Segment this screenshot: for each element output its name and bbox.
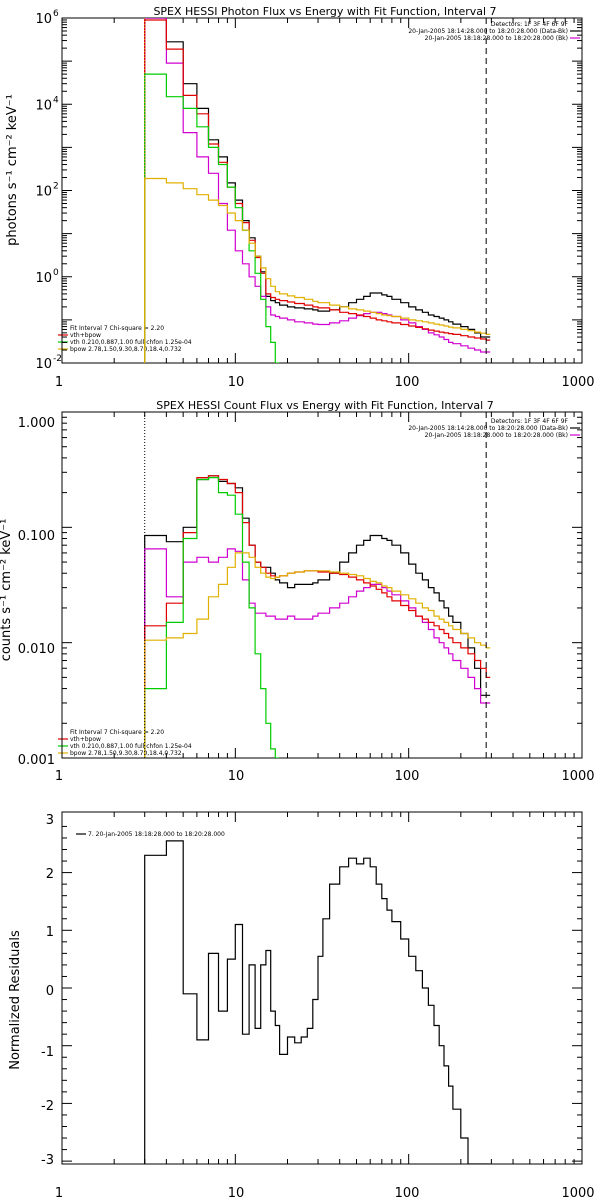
p0-xtick-label: 10 [228,375,245,390]
p1-ytick-label: 1.000 [18,416,55,431]
p1-xtick-label: 100 [395,769,420,784]
p1-ytick-label: 0.001 [18,753,55,768]
p2-xtick-label: 1 [55,1186,63,1200]
p0-ytick-label: 10 [35,185,52,200]
p0-ytick-label: 10 [35,12,52,27]
p2-ytick-label: 1 [46,925,54,940]
p2-xtick-label: 10 [228,1186,245,1200]
p1-series-line-1 [144,548,491,758]
p2-ytick-label: -3 [41,1153,54,1168]
count-flux-title: SPEX HESSI Count Flux vs Energy with Fit… [156,399,493,412]
p0-series-line-2 [144,19,491,363]
count-flux-ylabel: counts s⁻¹ cm⁻² keV⁻¹ [0,519,14,662]
photon-flux-ylabel: photons s⁻¹ cm⁻² keV⁻¹ [5,94,20,246]
residuals-ylabel: Normalized Residuals [8,930,23,1070]
p0-bl-legend-text: bpow 2.78,1.50,9.30,8.70,18.4,0.732 [70,346,182,353]
p0-xtick-label: 100 [395,375,420,390]
p0-ytick-label: 10 [35,271,52,286]
p1-tr-legend-text: 20-Jan-2005 18:14:28.000 to 18:20:28.000… [408,425,568,432]
p0-bl-legend-text: Fit Interval 7 Chi-square = 2.20 [70,325,164,332]
p1-tr-legend-text: Detectors: 1F 3F 4F 6F 9F [491,418,569,425]
photon-flux-panel: SPEX HESSI Photon Flux vs Energy with Fi… [5,5,595,390]
p0-tr-legend-text: 20-Jan-2005 18:14:28.000 to 18:20:28.000… [408,28,568,35]
p1-bl-legend-text: vth+bpow [70,736,101,743]
p0-ytick-exponent: 2 [53,182,59,192]
p1-plot-frame [61,411,583,759]
p2-xtick-label: 100 [395,1186,420,1200]
p2-ytick-label: -1 [41,1045,54,1060]
p2-ytick-label: 3 [46,813,54,828]
p1-series-group [144,412,491,758]
p1-bl-legend-text: vth 0.210,0.887,1.00 full chfon 1.25e-04 [70,743,192,750]
p0-ytick-exponent: 4 [53,95,59,105]
p0-series-line-4 [144,177,491,363]
p0-bl-legend-text: vth+bpow [70,332,101,339]
p0-series-line-1 [144,18,491,363]
p2-ytick-label: 0 [46,984,54,999]
p0-tr-legend-text: 20-Jan-2005 18:18:28.000 to 18:20:28.000… [425,35,568,42]
p0-bl-legend-text: vth 0.210,0.887,1.00 full chfon 1.25e-04 [70,339,192,346]
p1-ytick-label: 0.100 [18,529,55,544]
p0-ytick-exponent: 0 [53,268,59,278]
p2-tl-legend-text: 7. 20-Jan-2005 18:18:28.000 to 18:20:28.… [88,831,225,838]
p0-xtick-label: 1 [55,375,63,390]
photon-flux-title: SPEX HESSI Photon Flux vs Energy with Fi… [153,5,496,18]
p1-bl-legend-text: Fit Interval 7 Chi-square = 2.20 [70,729,164,736]
p1-bl-legend-text: bpow 2.78,1.50,9.30,8.70,18.4,0.732 [70,750,182,757]
p2-plot-frame [61,811,583,1165]
count-flux-panel: SPEX HESSI Count Flux vs Energy with Fit… [0,399,595,784]
p2-series-group [144,840,491,1164]
p1-tr-legend-text: 20-Jan-2005 18:18:28.000 to 18:20:28.000… [425,432,568,439]
p1-series-line-4 [144,552,491,758]
p0-xtick-label: 1000 [561,375,594,390]
p1-xtick-label: 1 [55,769,63,784]
residuals-panel: Normalized Residuals 1 10 100 1000 -3 -2… [8,813,595,1201]
p0-tr-legend-text: Detectors: 1F 3F 4F 6F 9F [491,21,569,28]
p2-ytick-label: 2 [46,867,54,882]
p1-xtick-label: 10 [228,769,245,784]
p2-series-line-0 [144,840,491,1164]
p0-series-group [144,18,491,363]
p0-ytick-exponent: -2 [53,354,62,364]
p2-ytick-label: -2 [41,1099,54,1114]
p0-ytick-label: 10 [35,357,52,372]
p1-xtick-label: 1000 [561,769,594,784]
p1-series-line-3 [144,477,280,758]
p1-ytick-label: 0.010 [18,642,55,657]
p0-series-line-3 [144,73,280,363]
p0-ytick-label: 10 [35,98,52,113]
p2-xtick-label: 1000 [561,1186,594,1200]
p0-ytick-exponent: 6 [53,9,59,19]
